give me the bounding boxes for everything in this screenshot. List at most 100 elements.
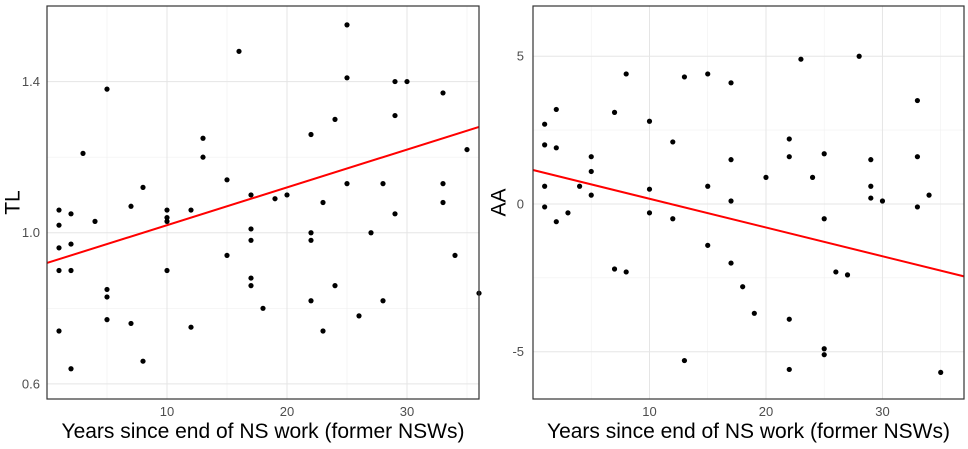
data-point: [236, 48, 242, 54]
x-tick-label: 20: [759, 404, 773, 419]
data-point: [56, 207, 62, 213]
data-point: [188, 207, 194, 213]
data-point: [200, 154, 206, 160]
data-point: [938, 369, 944, 376]
data-point: [786, 366, 792, 373]
data-point: [926, 192, 932, 198]
data-point: [308, 237, 314, 243]
panel-border: [46, 5, 480, 400]
data-point: [164, 267, 170, 274]
data-point: [464, 146, 470, 153]
data-point: [646, 118, 653, 124]
data-point: [308, 131, 314, 138]
data-point: [821, 352, 827, 358]
data-point: [670, 216, 676, 222]
data-point: [68, 267, 74, 274]
data-point: [646, 210, 653, 216]
data-point: [821, 216, 827, 222]
data-point: [728, 260, 734, 266]
data-point: [344, 181, 350, 187]
data-point: [611, 109, 618, 115]
data-point: [332, 116, 338, 122]
data-point: [681, 357, 688, 364]
data-point: [308, 298, 314, 304]
data-point: [542, 142, 548, 148]
data-point: [670, 139, 676, 145]
data-point: [68, 241, 74, 247]
data-point: [553, 106, 559, 113]
data-point: [798, 56, 804, 62]
data-point: [553, 219, 559, 225]
data-point: [588, 168, 594, 175]
data-point: [248, 283, 254, 289]
plot-background: [533, 6, 964, 399]
data-point: [856, 53, 862, 59]
data-point: [224, 177, 230, 183]
data-point: [128, 203, 134, 209]
panel-border: [532, 5, 965, 400]
regression-line: [532, 169, 965, 278]
x-axis-title: Years since end of NS work (former NSWs): [61, 420, 464, 443]
data-point: [56, 328, 62, 334]
data-point: [705, 71, 711, 77]
data-point: [260, 305, 266, 311]
data-point: [576, 183, 583, 189]
x-tick-label: 10: [642, 404, 656, 419]
chart-panel-tl: 10 20 30 0.6 1.0 1.4 Years since end of NS wor…: [2, 5, 482, 443]
data-point: [833, 269, 839, 275]
data-point: [164, 218, 170, 224]
data-point: [344, 22, 350, 28]
data-point: [786, 154, 792, 160]
data-point: [705, 183, 711, 189]
y-tick-label: 0.6: [22, 376, 40, 391]
data-point: [248, 237, 254, 243]
y-tick-label: 5: [517, 49, 524, 64]
data-point: [588, 154, 594, 160]
data-point: [623, 269, 629, 275]
data-point: [164, 207, 170, 213]
data-point: [740, 284, 746, 290]
data-point: [248, 275, 254, 281]
data-point: [104, 86, 110, 92]
data-point: [705, 242, 711, 248]
y-axis-title: TL: [2, 190, 25, 215]
data-point: [728, 157, 734, 163]
y-axis-title: AA: [488, 188, 511, 216]
data-point: [440, 199, 446, 206]
data-point: [392, 211, 398, 217]
data-point: [200, 135, 206, 141]
data-point: [728, 198, 734, 204]
data-point: [786, 136, 792, 142]
y-tick-label: 0: [517, 196, 524, 211]
data-point: [786, 316, 792, 322]
data-point: [272, 196, 278, 202]
data-point: [356, 313, 362, 319]
data-point: [224, 252, 230, 259]
data-point: [164, 215, 170, 221]
data-point: [68, 366, 74, 372]
data-point: [542, 204, 548, 210]
data-point: [392, 78, 398, 85]
data-point: [248, 192, 254, 198]
data-point: [56, 245, 62, 251]
data-point: [588, 192, 594, 198]
data-point: [440, 90, 446, 96]
data-point: [104, 317, 110, 323]
data-point: [763, 174, 769, 180]
data-point: [553, 145, 559, 151]
y-tick-label: 1.0: [22, 225, 40, 240]
data-point: [128, 320, 134, 327]
data-point: [623, 71, 629, 77]
data-point: [821, 151, 827, 157]
data-point: [914, 204, 921, 210]
data-point: [332, 283, 338, 289]
data-point: [320, 199, 326, 206]
x-tick-label: 10: [160, 404, 174, 419]
data-point: [80, 150, 86, 156]
data-point: [404, 78, 410, 85]
data-point: [380, 181, 386, 187]
data-point: [914, 97, 921, 104]
data-point: [868, 183, 874, 189]
